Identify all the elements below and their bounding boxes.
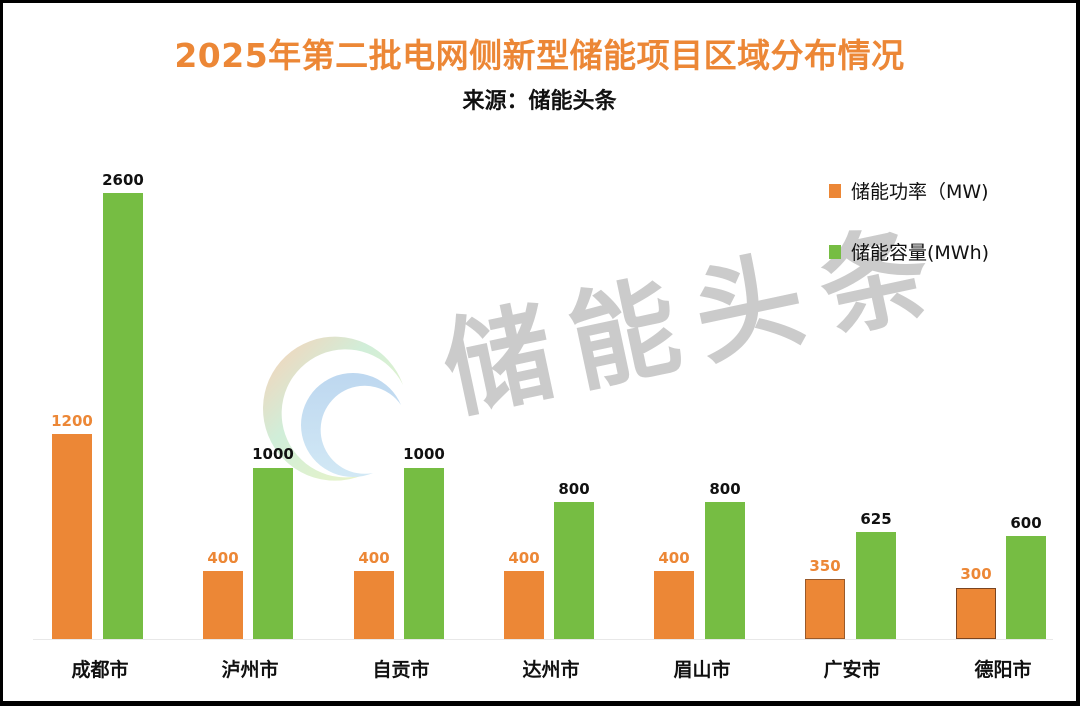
value-label-power: 400 bbox=[207, 549, 239, 567]
bar-power-deyang bbox=[956, 588, 996, 639]
legend-label-capacity: 储能容量(MWh) bbox=[851, 242, 990, 264]
chart-subtitle: 来源：储能头条 bbox=[462, 89, 617, 114]
value-label-power: 350 bbox=[809, 557, 841, 575]
legend-swatch-capacity-icon bbox=[829, 244, 841, 259]
category-label: 广安市 bbox=[823, 659, 881, 681]
bar-power-dazhou bbox=[504, 571, 544, 639]
chart-title: 2025年第二批电网侧新型储能项目区域分布情况 bbox=[174, 36, 905, 75]
category-label: 自贡市 bbox=[372, 659, 430, 681]
bar-capacity-guangan bbox=[856, 532, 896, 639]
bar-capacity-deyang bbox=[1006, 536, 1046, 639]
category-label: 达州市 bbox=[522, 659, 580, 681]
x-axis-line bbox=[33, 639, 1053, 640]
plot-area: 1200 2600 成都市 400 1000 泸州市 400 1000 自贡市 … bbox=[3, 3, 1076, 701]
bar-power-guangan bbox=[805, 579, 845, 639]
value-label-power: 400 bbox=[658, 549, 690, 567]
bar-power-luzhou bbox=[203, 571, 243, 639]
value-label-capacity: 625 bbox=[860, 510, 892, 528]
value-label-capacity: 2600 bbox=[102, 171, 144, 189]
bar-power-zigong bbox=[354, 571, 394, 639]
value-label-capacity: 800 bbox=[558, 480, 590, 498]
value-label-power: 1200 bbox=[51, 412, 93, 430]
legend-item-power: 储能功率（MW) bbox=[829, 177, 989, 204]
category-label: 成都市 bbox=[71, 659, 129, 681]
legend-swatch-power-icon bbox=[829, 183, 841, 198]
bar-capacity-chengdu bbox=[103, 193, 143, 639]
chart-frame: 2025年第二批电网侧新型储能项目区域分布情况 来源：储能头条 储能头条 储能功… bbox=[3, 3, 1076, 701]
category-label: 德阳市 bbox=[974, 659, 1032, 681]
bar-capacity-zigong bbox=[404, 468, 444, 639]
category-label: 眉山市 bbox=[673, 659, 731, 681]
category-label: 泸州市 bbox=[221, 659, 279, 681]
value-label-capacity: 600 bbox=[1010, 514, 1042, 532]
legend-item-capacity: 储能容量(MWh) bbox=[829, 238, 989, 265]
value-label-power: 300 bbox=[960, 565, 992, 583]
bar-capacity-dazhou bbox=[554, 502, 594, 639]
value-label-capacity: 1000 bbox=[403, 445, 445, 463]
value-label-power: 400 bbox=[358, 549, 390, 567]
bar-power-meishan bbox=[654, 571, 694, 639]
value-label-power: 400 bbox=[508, 549, 540, 567]
value-label-capacity: 800 bbox=[709, 480, 741, 498]
legend-label-power: 储能功率（MW) bbox=[851, 181, 989, 203]
bar-capacity-luzhou bbox=[253, 468, 293, 639]
value-label-capacity: 1000 bbox=[252, 445, 294, 463]
bar-capacity-meishan bbox=[705, 502, 745, 639]
bar-power-chengdu bbox=[52, 434, 92, 639]
watermark-logo-icon bbox=[263, 336, 403, 481]
